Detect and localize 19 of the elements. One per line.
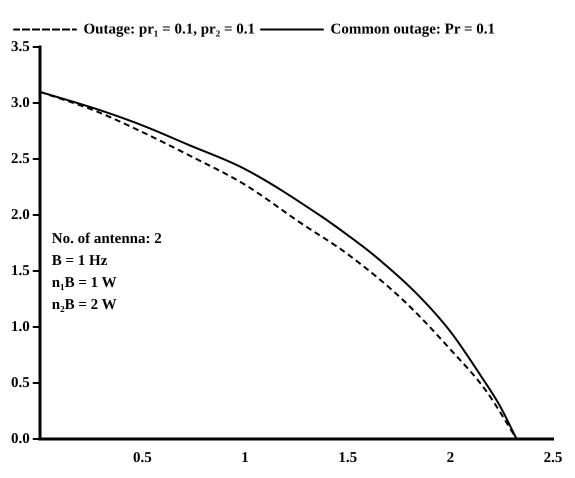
legend-label: Outage: pr₁ = 0.1, pr₂ = 0.1 — [84, 21, 255, 38]
annotation: n₁B = 1 W — [52, 275, 117, 292]
y-tick-label: 3.0 — [11, 94, 30, 111]
x-tick-label: 1.5 — [338, 450, 358, 466]
legend-label: Common outage: Pr = 0.1 — [330, 21, 496, 38]
x-tick-label: 2 — [446, 450, 454, 466]
y-tick-label: 2.5 — [11, 150, 30, 167]
y-tick-label: 1.5 — [11, 262, 30, 279]
y-tick-label: 3.5 — [11, 38, 30, 55]
annotation: n₂B = 2 W — [52, 297, 117, 314]
annotation: B = 1 Hz — [52, 253, 108, 270]
x-tick-label: 0.5 — [133, 450, 152, 466]
y-tick-label: 0.0 — [11, 430, 30, 447]
y-tick-label: 1.0 — [11, 318, 30, 335]
y-tick-label: 0.5 — [11, 374, 30, 391]
y-tick-label: 2.0 — [11, 206, 30, 223]
x-tick-label: 1 — [241, 450, 249, 466]
x-tick-label: 2.5 — [544, 450, 562, 466]
annotation: No. of antenna: 2 — [52, 231, 162, 248]
